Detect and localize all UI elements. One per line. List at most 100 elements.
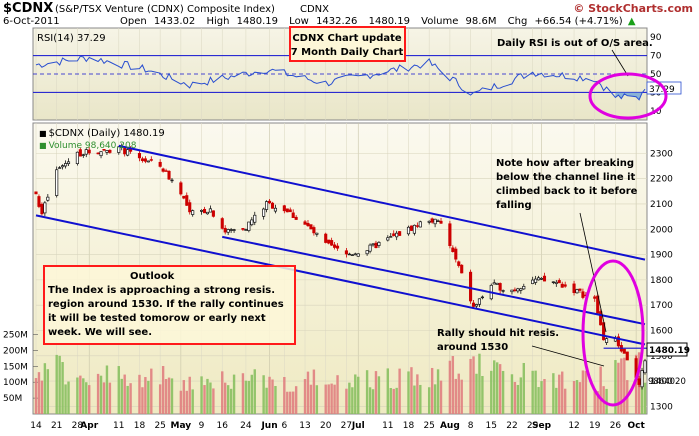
candle-body	[498, 283, 502, 291]
volume-tick-label: 50M	[3, 394, 22, 404]
candle-body	[282, 205, 286, 212]
price-legend-marker-icon: ■	[39, 129, 47, 138]
volume-bar	[578, 382, 582, 414]
volume-bar	[138, 374, 141, 414]
candle-body	[593, 296, 597, 299]
volume-bar	[129, 383, 132, 414]
volume-bar	[389, 388, 392, 414]
candle-body	[211, 210, 215, 217]
candle-body	[123, 148, 127, 155]
title-box-line-1: CDNX Chart update	[292, 33, 402, 44]
volume-bar	[250, 374, 254, 414]
candle-body	[202, 208, 207, 214]
candle-body	[616, 336, 620, 347]
candle-body	[534, 278, 538, 283]
volume-tick-label: 200M	[3, 346, 28, 356]
candle-body	[265, 201, 269, 210]
x-axis-label: 8	[468, 421, 474, 431]
candle-body	[158, 161, 162, 167]
x-axis-label: Apr	[80, 421, 98, 431]
candle-body	[398, 231, 402, 236]
volume-bar	[436, 369, 440, 414]
candle-body	[223, 227, 227, 233]
candle-body	[288, 209, 292, 213]
candle-body	[208, 208, 212, 213]
volume-bar	[460, 379, 463, 414]
candle-body	[188, 202, 192, 213]
volume-bar	[200, 376, 203, 414]
candle-body	[241, 228, 245, 230]
volume-bar	[643, 382, 647, 414]
candle-body	[327, 239, 331, 244]
candle-body	[244, 229, 248, 231]
x-axis-label: 22	[506, 421, 517, 431]
candle-body	[140, 158, 144, 161]
rsi-tick-label: 90	[650, 33, 662, 43]
candle-body	[551, 281, 555, 283]
volume-bar	[262, 375, 265, 414]
channel-line-lower	[35, 214, 646, 346]
rally-note-line-2: around 1530	[437, 342, 508, 353]
candle-body	[273, 207, 278, 212]
candle-body	[368, 244, 372, 252]
candle-body	[182, 195, 186, 199]
candle-body	[427, 220, 431, 223]
candle-body	[365, 250, 369, 255]
candle-body	[460, 264, 464, 274]
chg-label: Chg	[508, 16, 528, 27]
channel-line-middle	[222, 235, 646, 326]
volume-bar	[150, 368, 153, 414]
x-axis-label: 16	[217, 421, 229, 431]
candle-body	[395, 232, 399, 238]
candle-body	[356, 253, 360, 257]
x-axis-label: Aug	[440, 421, 460, 431]
chg-up-arrow-icon: ▲	[628, 16, 636, 27]
candle-body	[99, 151, 103, 157]
outlook-box: Outlook The Index is approaching a stron…	[43, 265, 296, 345]
candle-body	[575, 289, 579, 294]
candle-body	[480, 296, 484, 299]
volume-bar	[88, 385, 91, 414]
volume-bar	[274, 386, 277, 414]
volume-bar	[478, 353, 481, 414]
candle-body	[344, 250, 348, 255]
x-axis-label: 26	[610, 421, 622, 431]
candle-body	[353, 253, 357, 256]
volume-bar	[599, 366, 602, 414]
price-tag-bg	[646, 342, 688, 357]
price-legend-label: ■ $CDNX (Daily) 1480.19	[39, 128, 165, 139]
candle-body	[436, 220, 440, 222]
volume-bar	[416, 374, 419, 414]
candle-body	[232, 229, 236, 231]
volume-bar	[552, 373, 555, 414]
price-tick-label: 1800	[650, 276, 673, 286]
volume-bar	[79, 375, 82, 414]
volume-bar	[501, 370, 505, 414]
candle-body	[164, 170, 168, 172]
volume-bar	[522, 362, 525, 414]
volume-bar	[306, 371, 310, 414]
candle-body	[75, 151, 79, 165]
volume-legend-label: ■ Volume 98,640,208	[39, 141, 137, 151]
candle-body	[451, 247, 455, 252]
volume-bar	[351, 387, 354, 414]
volume-bar	[495, 362, 499, 414]
x-axis-label: 25	[423, 421, 434, 431]
x-axis-label: Oct	[627, 421, 645, 431]
candle-body	[84, 149, 88, 155]
rsi-line	[35, 55, 646, 101]
x-axis-label: Jul	[351, 421, 365, 431]
volume-bar	[490, 370, 493, 414]
candle-body	[409, 225, 414, 231]
candle-body	[333, 244, 337, 248]
candle-body	[605, 338, 609, 343]
ohlc-line: Open 1433.02 High 1480.19 Low 1432.26 14…	[120, 16, 636, 27]
volume-bar	[271, 379, 274, 414]
volume-bar	[365, 370, 369, 414]
candle-body	[226, 229, 230, 233]
volume-bar	[291, 391, 295, 414]
volume-bar	[593, 390, 596, 414]
candle-body	[87, 149, 91, 154]
price-legend-text: $CDNX (Daily) 1480.19	[49, 128, 165, 139]
